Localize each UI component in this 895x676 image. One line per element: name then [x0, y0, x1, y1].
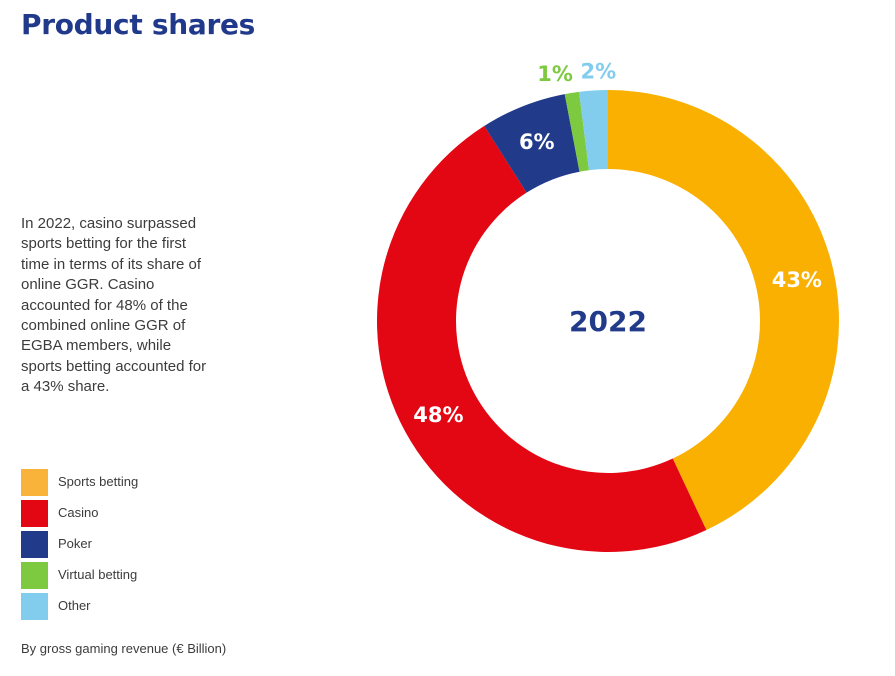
chart-footnote: By gross gaming revenue (€ Billion): [21, 641, 227, 656]
donut-labels: 43% 48% 6% 1% 2%: [413, 59, 822, 427]
legend-label: Sports betting: [58, 474, 139, 489]
legend-swatch: [21, 562, 48, 589]
donut-label-casino: 48%: [413, 403, 463, 427]
donut-slices: [376, 90, 840, 553]
legend-swatch: [21, 593, 48, 620]
donut-slice-other: [579, 90, 608, 171]
donut-label-other: 2%: [581, 59, 617, 83]
legend-swatch: [21, 469, 48, 496]
chart-description: In 2022, casino surpassed sports betting…: [21, 215, 207, 396]
donut-slice-virtual-betting: [564, 91, 589, 172]
donut-slice-sports-betting: [608, 90, 840, 531]
donut-label-poker: 6%: [519, 130, 555, 154]
legend-label: Poker: [58, 536, 92, 551]
legend-swatch: [21, 500, 48, 527]
donut-slice-casino: [376, 125, 707, 553]
donut-slice-poker: [484, 94, 580, 193]
legend-label: Other: [58, 598, 91, 613]
donut-label-virtual-betting: 1%: [537, 62, 573, 86]
legend-label: Virtual betting: [58, 567, 138, 582]
donut-center-label: 2022: [569, 305, 647, 338]
donut-label-sports-betting: 43%: [772, 268, 822, 292]
legend-label: Casino: [58, 505, 99, 520]
page-title: Product shares: [21, 8, 256, 41]
legend-swatch: [21, 531, 48, 558]
